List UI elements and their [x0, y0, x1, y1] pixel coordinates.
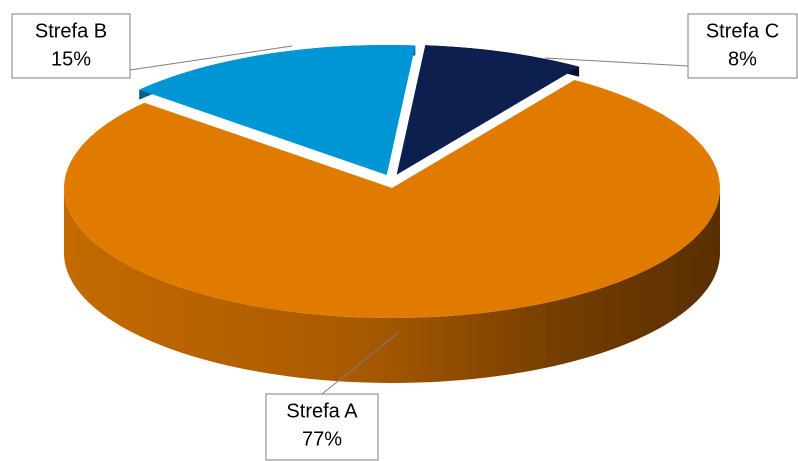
- slice: [64, 79, 720, 318]
- category-label: Strefa A: [286, 400, 358, 422]
- label-box: [687, 13, 798, 79]
- slice-side: [64, 188, 720, 383]
- label-box: [11, 13, 131, 79]
- category-label: Strefa B: [35, 20, 107, 42]
- value-label: 77%: [302, 428, 342, 450]
- callout-line: [544, 57, 689, 67]
- callout-line: [129, 45, 293, 71]
- slice: [396, 45, 580, 175]
- value-label: 15%: [51, 48, 91, 70]
- category-label: Strefa C: [706, 20, 779, 42]
- label-box: [265, 393, 379, 461]
- pie: [64, 45, 720, 383]
- slice: [139, 45, 416, 176]
- callout-line: [321, 332, 399, 395]
- labels: Strefa A 77% Strefa B 15% Strefa C 8%: [11, 13, 798, 461]
- value-label: 8%: [728, 48, 757, 70]
